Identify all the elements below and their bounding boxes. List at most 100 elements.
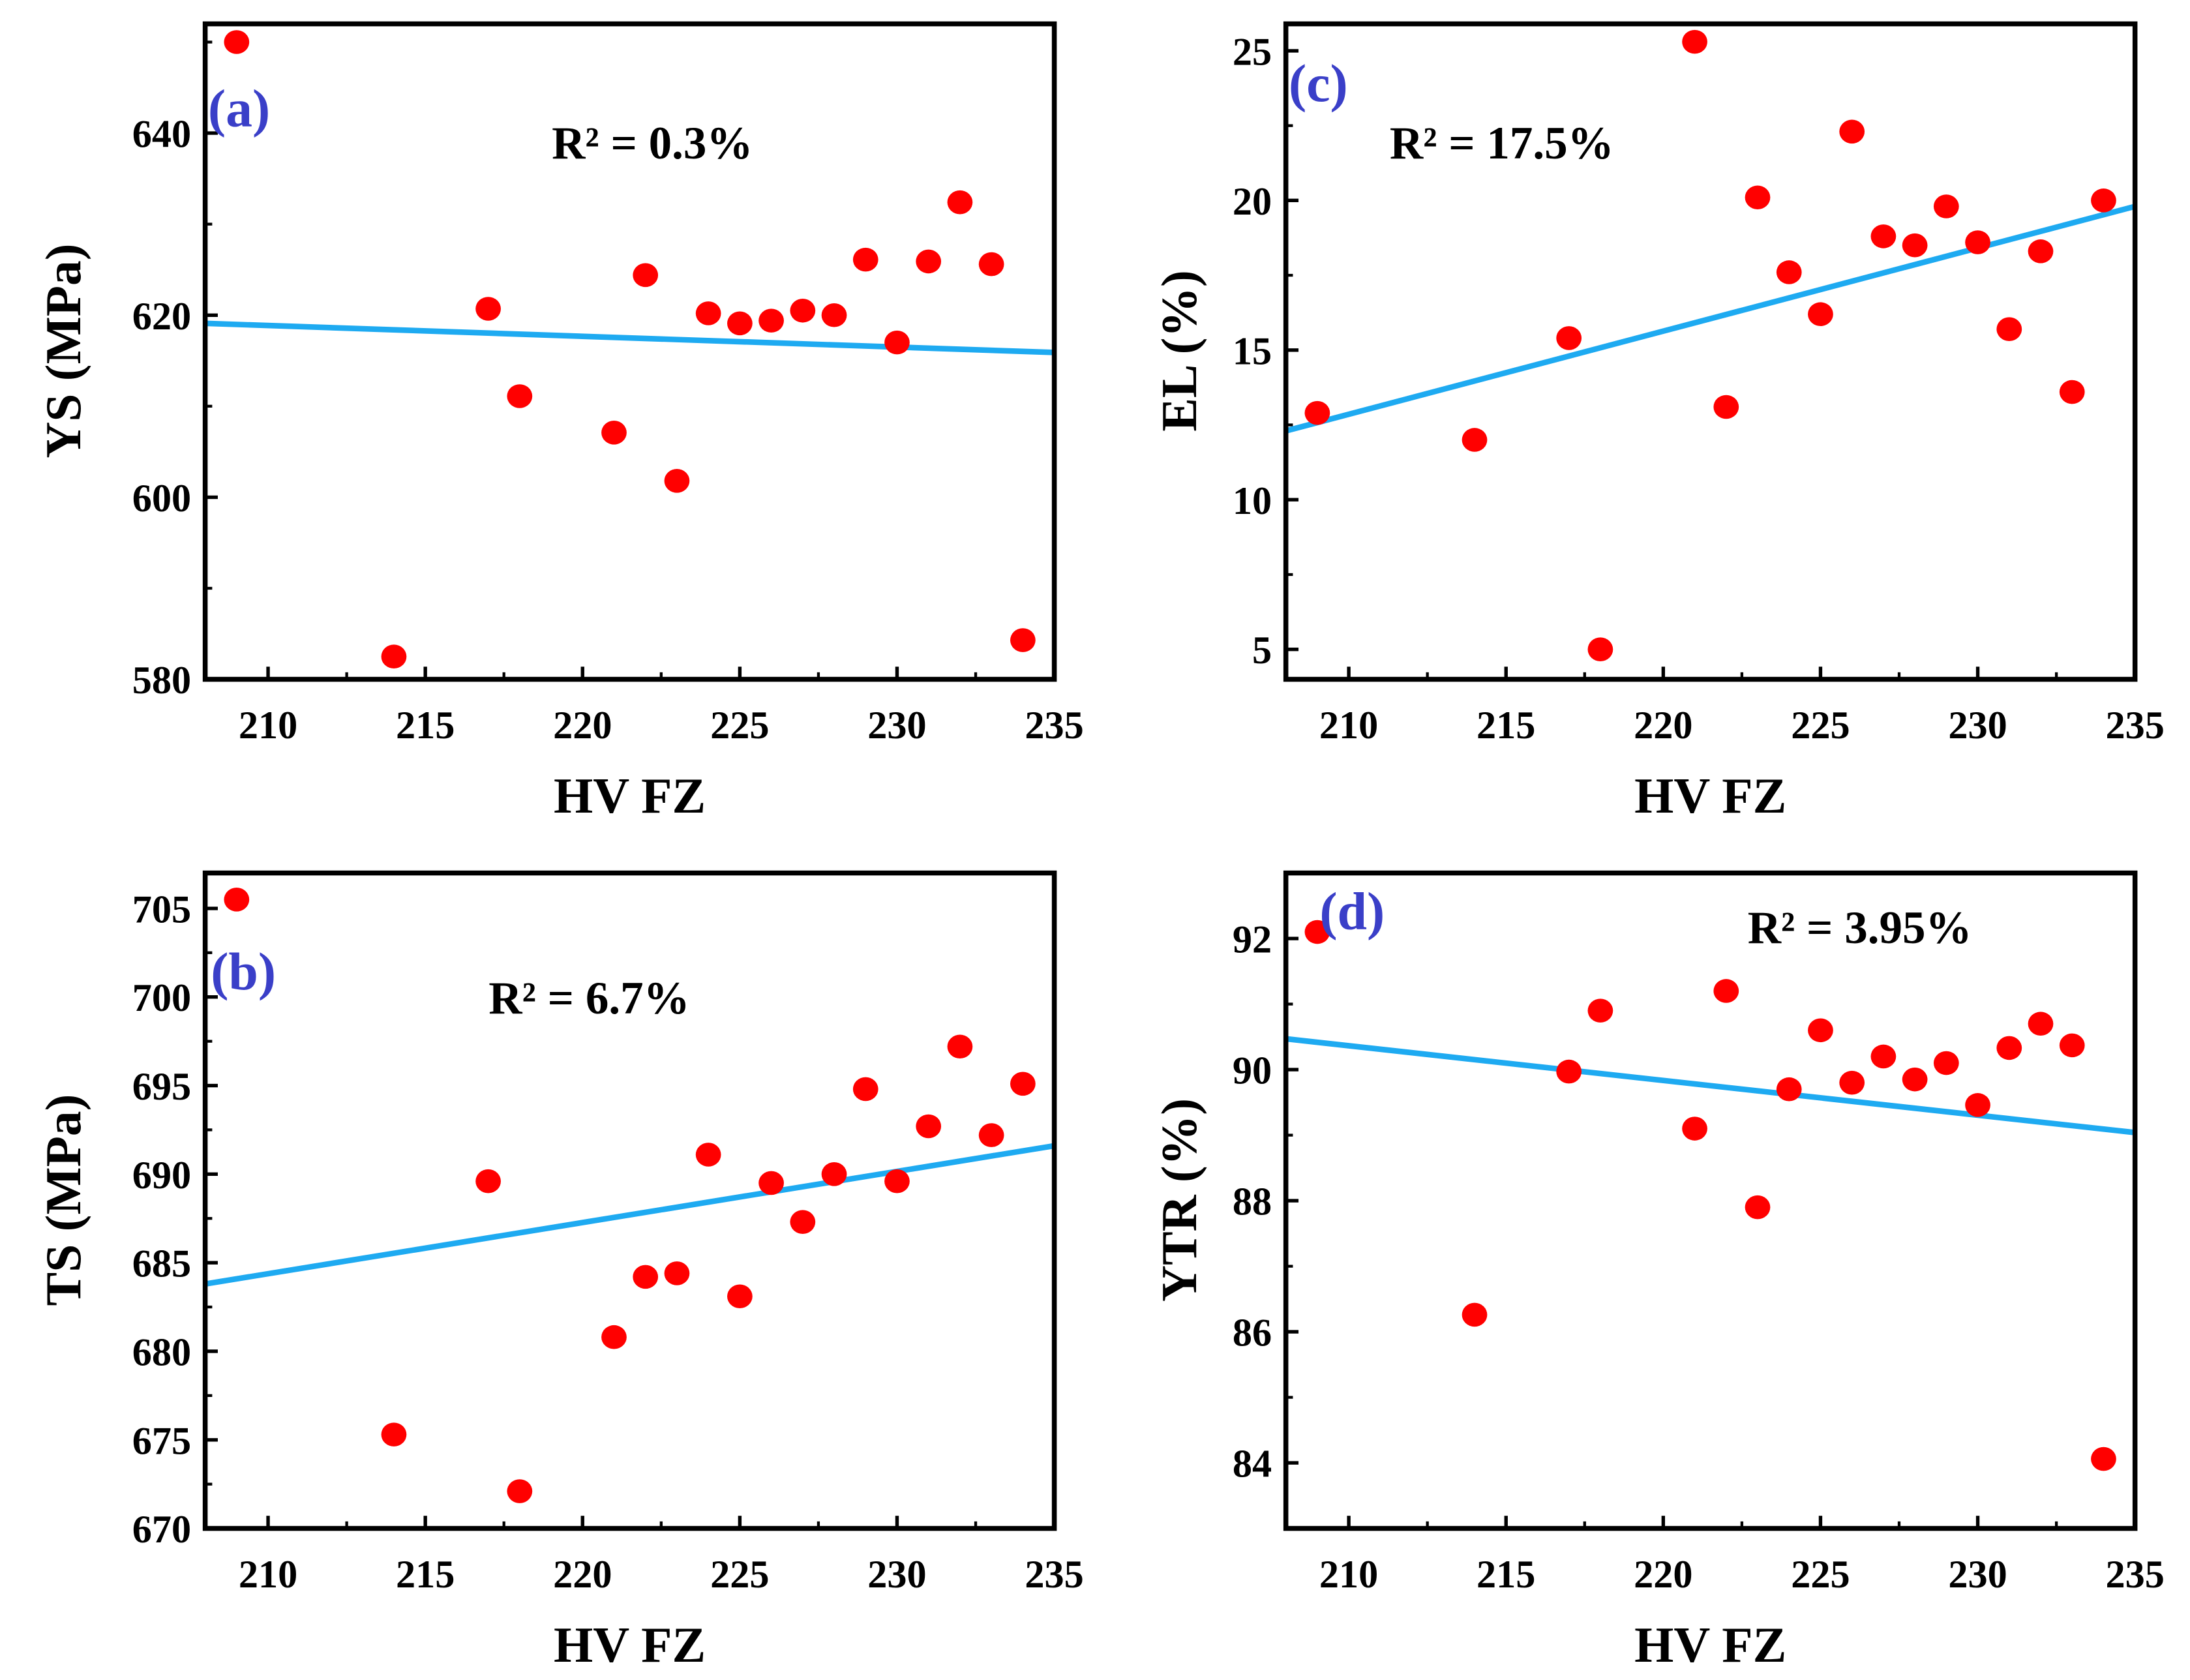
panel-c: 210 215 220 225 230 235 5 10 15 20 25 HV FZ EL (%) (c… <box>1151 21 2165 824</box>
data-point <box>507 384 533 408</box>
data-point <box>1745 185 1771 210</box>
x-tick-label: 230 <box>867 1553 926 1597</box>
y-tick-label: 20 <box>1233 180 1272 224</box>
data-point <box>1902 233 1928 258</box>
data-point <box>381 644 407 668</box>
x-tick-label: 210 <box>1319 704 1378 747</box>
data-point <box>758 1171 784 1195</box>
data-point <box>790 1210 816 1234</box>
y-axis-label: YTR (%) <box>1151 1098 1207 1302</box>
data-point <box>1776 1077 1802 1102</box>
panel-d: 210 215 220 225 230 235 84 86 88 90 92 HV FZ YTR (%)… <box>1151 870 2165 1673</box>
fit-line <box>1285 1036 2136 1135</box>
y-tick-label: 86 <box>1233 1312 1272 1355</box>
x-tick-label: 220 <box>1634 704 1692 747</box>
data-point <box>1304 400 1330 425</box>
data-point <box>1776 260 1802 284</box>
x-axis-label: HV FZ <box>1634 768 1786 824</box>
data-point <box>1965 1093 1990 1117</box>
x-tick-label: 230 <box>1948 704 2007 747</box>
data-point <box>2028 239 2054 263</box>
panel-a: 210 215 220 225 230 235 580 600 620 640 HV FZ YS (M… <box>35 21 1084 824</box>
y-tick-label: 620 <box>132 295 191 338</box>
data-point <box>1965 230 1990 254</box>
x-tick-label: 225 <box>710 1553 769 1597</box>
data-point <box>947 190 973 215</box>
data-point <box>1839 119 1865 144</box>
fit-line <box>204 1143 1055 1287</box>
y-tick-label: 705 <box>132 888 191 931</box>
data-point <box>916 1114 942 1139</box>
data-point <box>1870 1044 1897 1069</box>
data-point <box>2091 1447 2116 1471</box>
data-point <box>1713 979 1739 1003</box>
data-point <box>224 888 250 912</box>
data-point <box>1902 1067 1928 1092</box>
y-tick-label: 25 <box>1233 30 1272 74</box>
panel-label: (d) <box>1319 882 1385 941</box>
y-tick-label: 88 <box>1233 1180 1272 1224</box>
fit-line <box>205 320 1055 355</box>
data-point <box>978 1123 1004 1147</box>
data-point <box>1556 326 1582 350</box>
data-point <box>633 1265 659 1289</box>
y-tick-label: 580 <box>132 659 191 702</box>
data-point <box>601 1325 627 1349</box>
x-tick-label: 225 <box>1791 1553 1850 1597</box>
y-tick-label: 685 <box>132 1242 191 1286</box>
plot-frame <box>202 870 1057 1531</box>
y-tick-label: 5 <box>1252 629 1272 672</box>
data-point <box>475 1169 501 1193</box>
data-point <box>475 297 501 321</box>
y-tick-label: 92 <box>1233 918 1272 962</box>
data-point <box>1462 428 1488 452</box>
panel-label: (b) <box>211 942 276 1001</box>
y-axis-label: EL (%) <box>1151 270 1207 431</box>
plot-frame <box>1283 870 2138 1531</box>
fit-line <box>1285 203 2136 434</box>
x-tick-label: 235 <box>2105 704 2164 747</box>
x-tick-label: 220 <box>1634 1553 1692 1597</box>
y-axis-label: YS (MPa) <box>35 243 91 458</box>
data-point <box>1996 1036 2022 1060</box>
data-point <box>507 1479 533 1503</box>
x-tick-label: 215 <box>396 1553 455 1597</box>
data-point <box>695 1143 721 1167</box>
y-tick-label: 680 <box>132 1330 191 1374</box>
x-tick-label: 210 <box>239 704 297 747</box>
data-point <box>1808 1018 1833 1043</box>
data-point <box>381 1422 407 1447</box>
y-tick-label: 695 <box>132 1065 191 1109</box>
data-point <box>1870 224 1897 248</box>
data-point <box>1462 1302 1488 1327</box>
r-squared-annotation: R² = 0.3% <box>552 118 753 169</box>
data-point <box>664 1261 690 1285</box>
data-point <box>978 252 1004 277</box>
x-tick-label: 210 <box>239 1553 297 1597</box>
y-tick-label: 690 <box>132 1154 191 1197</box>
data-point <box>2091 188 2116 213</box>
data-point <box>1682 29 1707 54</box>
r-squared-annotation: R² = 3.95% <box>1748 903 1972 953</box>
data-point <box>1933 194 1959 218</box>
data-point <box>790 298 816 323</box>
x-tick-label: 235 <box>2105 1553 2164 1597</box>
data-point <box>727 1284 753 1309</box>
x-tick-label: 210 <box>1319 1553 1378 1597</box>
data-point <box>2028 1012 2054 1036</box>
data-point <box>1010 628 1036 652</box>
data-point <box>1010 1072 1036 1096</box>
data-point <box>727 311 753 336</box>
x-tick-label: 215 <box>1477 704 1535 747</box>
data-point <box>2059 1033 2085 1058</box>
r-squared-annotation: R² = 6.7% <box>488 973 689 1024</box>
panel-b: 210 215 220 225 230 235 670 675 680 685 690 695 700 7… <box>35 870 1084 1673</box>
data-point <box>1587 637 1613 661</box>
x-tick-label: 215 <box>396 704 455 747</box>
y-tick-label: 84 <box>1233 1443 1272 1486</box>
data-point <box>884 330 910 355</box>
x-axis-label: HV FZ <box>554 768 706 824</box>
data-point <box>1839 1070 1865 1095</box>
data-point <box>1933 1051 1959 1075</box>
